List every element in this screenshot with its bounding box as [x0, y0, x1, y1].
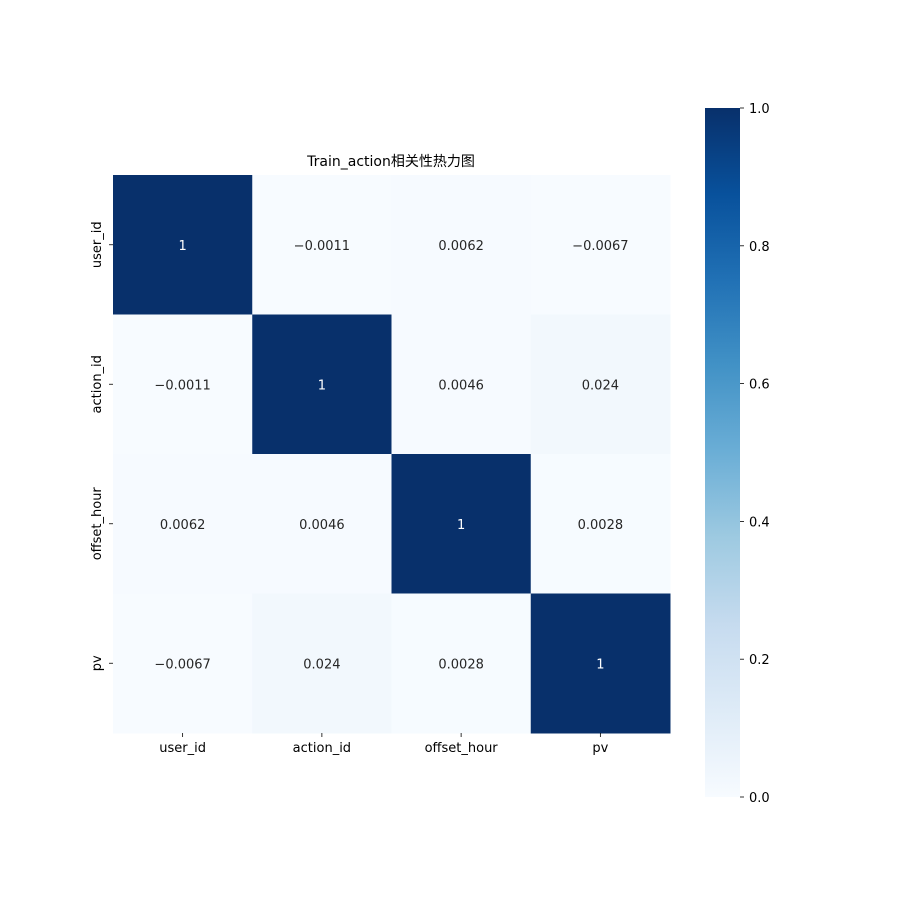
heatmap-cell	[391, 175, 532, 315]
x-tick-label: pv	[592, 741, 608, 756]
heatmap-cell	[530, 454, 671, 594]
heatmap-cell	[252, 314, 392, 455]
cell-value-label: −0.0067	[154, 657, 210, 672]
cell-value-label: 1	[318, 378, 326, 393]
cell-value-label: 0.024	[582, 378, 619, 393]
heatmap-cells	[113, 175, 671, 734]
colorbar-tick-label: 0.8	[749, 240, 770, 255]
heatmap-cell	[113, 314, 253, 455]
colorbar-ticks: 0.0 0.2 0.4 0.6 0.8 1.0	[740, 102, 770, 806]
colorbar-tick-label: 0.0	[749, 791, 770, 806]
colorbar-tick-label: 1.0	[749, 102, 770, 117]
cell-value-label: 0.0046	[299, 518, 345, 533]
y-tick-label: offset_hour	[90, 487, 105, 561]
heatmap-cell	[113, 175, 253, 315]
cell-value-label: 1	[457, 518, 465, 533]
colorbar-tick-label: 0.6	[749, 378, 770, 393]
heatmap-cell	[391, 314, 532, 455]
y-tick-label: pv	[90, 655, 105, 671]
heatmap-cell	[113, 593, 253, 734]
heatmap-cell	[391, 593, 532, 734]
colorbar-tick-label: 0.2	[749, 653, 770, 668]
heatmap-cell	[530, 314, 671, 455]
cell-value-label: −0.0067	[572, 239, 628, 254]
cell-value-label: −0.0011	[154, 378, 210, 393]
heatmap-cell	[252, 593, 392, 734]
cell-value-label: 0.0028	[578, 518, 624, 533]
cell-value-label: 0.0028	[438, 657, 484, 672]
x-axis: user_id action_id offset_hour pv	[159, 733, 609, 756]
cell-value-label: 0.0046	[438, 378, 484, 393]
y-tick-label: action_id	[90, 355, 105, 413]
x-tick-label: user_id	[159, 741, 206, 756]
cell-value-label: 1	[178, 239, 186, 254]
cell-value-label: 0.024	[303, 657, 340, 672]
x-tick-label: action_id	[293, 741, 351, 756]
heatmap-cell	[252, 454, 392, 594]
heatmap-cell	[530, 175, 671, 315]
heatmap-cell	[113, 454, 253, 594]
colorbar: 0.0 0.2 0.4 0.6 0.8 1.0	[705, 102, 770, 806]
chart-title: Train_action相关性热力图	[306, 154, 475, 170]
heatmap-cell	[530, 593, 671, 734]
cell-value-label: −0.0011	[294, 239, 350, 254]
colorbar-tick-label: 0.4	[749, 515, 770, 530]
cell-value-label: 1	[596, 657, 604, 672]
y-tick-label: user_id	[90, 221, 105, 268]
heatmap-cell	[391, 454, 532, 594]
heatmap-cell	[252, 175, 392, 315]
x-tick-label: offset_hour	[425, 741, 499, 756]
cell-value-label: 0.0062	[160, 518, 206, 533]
cell-value-label: 0.0062	[438, 239, 484, 254]
heatmap-cell-labels: 1 −0.0011 0.0062 −0.0067 −0.0011 1 0.0046 0.024…	[154, 239, 628, 673]
colorbar-gradient	[705, 108, 740, 797]
